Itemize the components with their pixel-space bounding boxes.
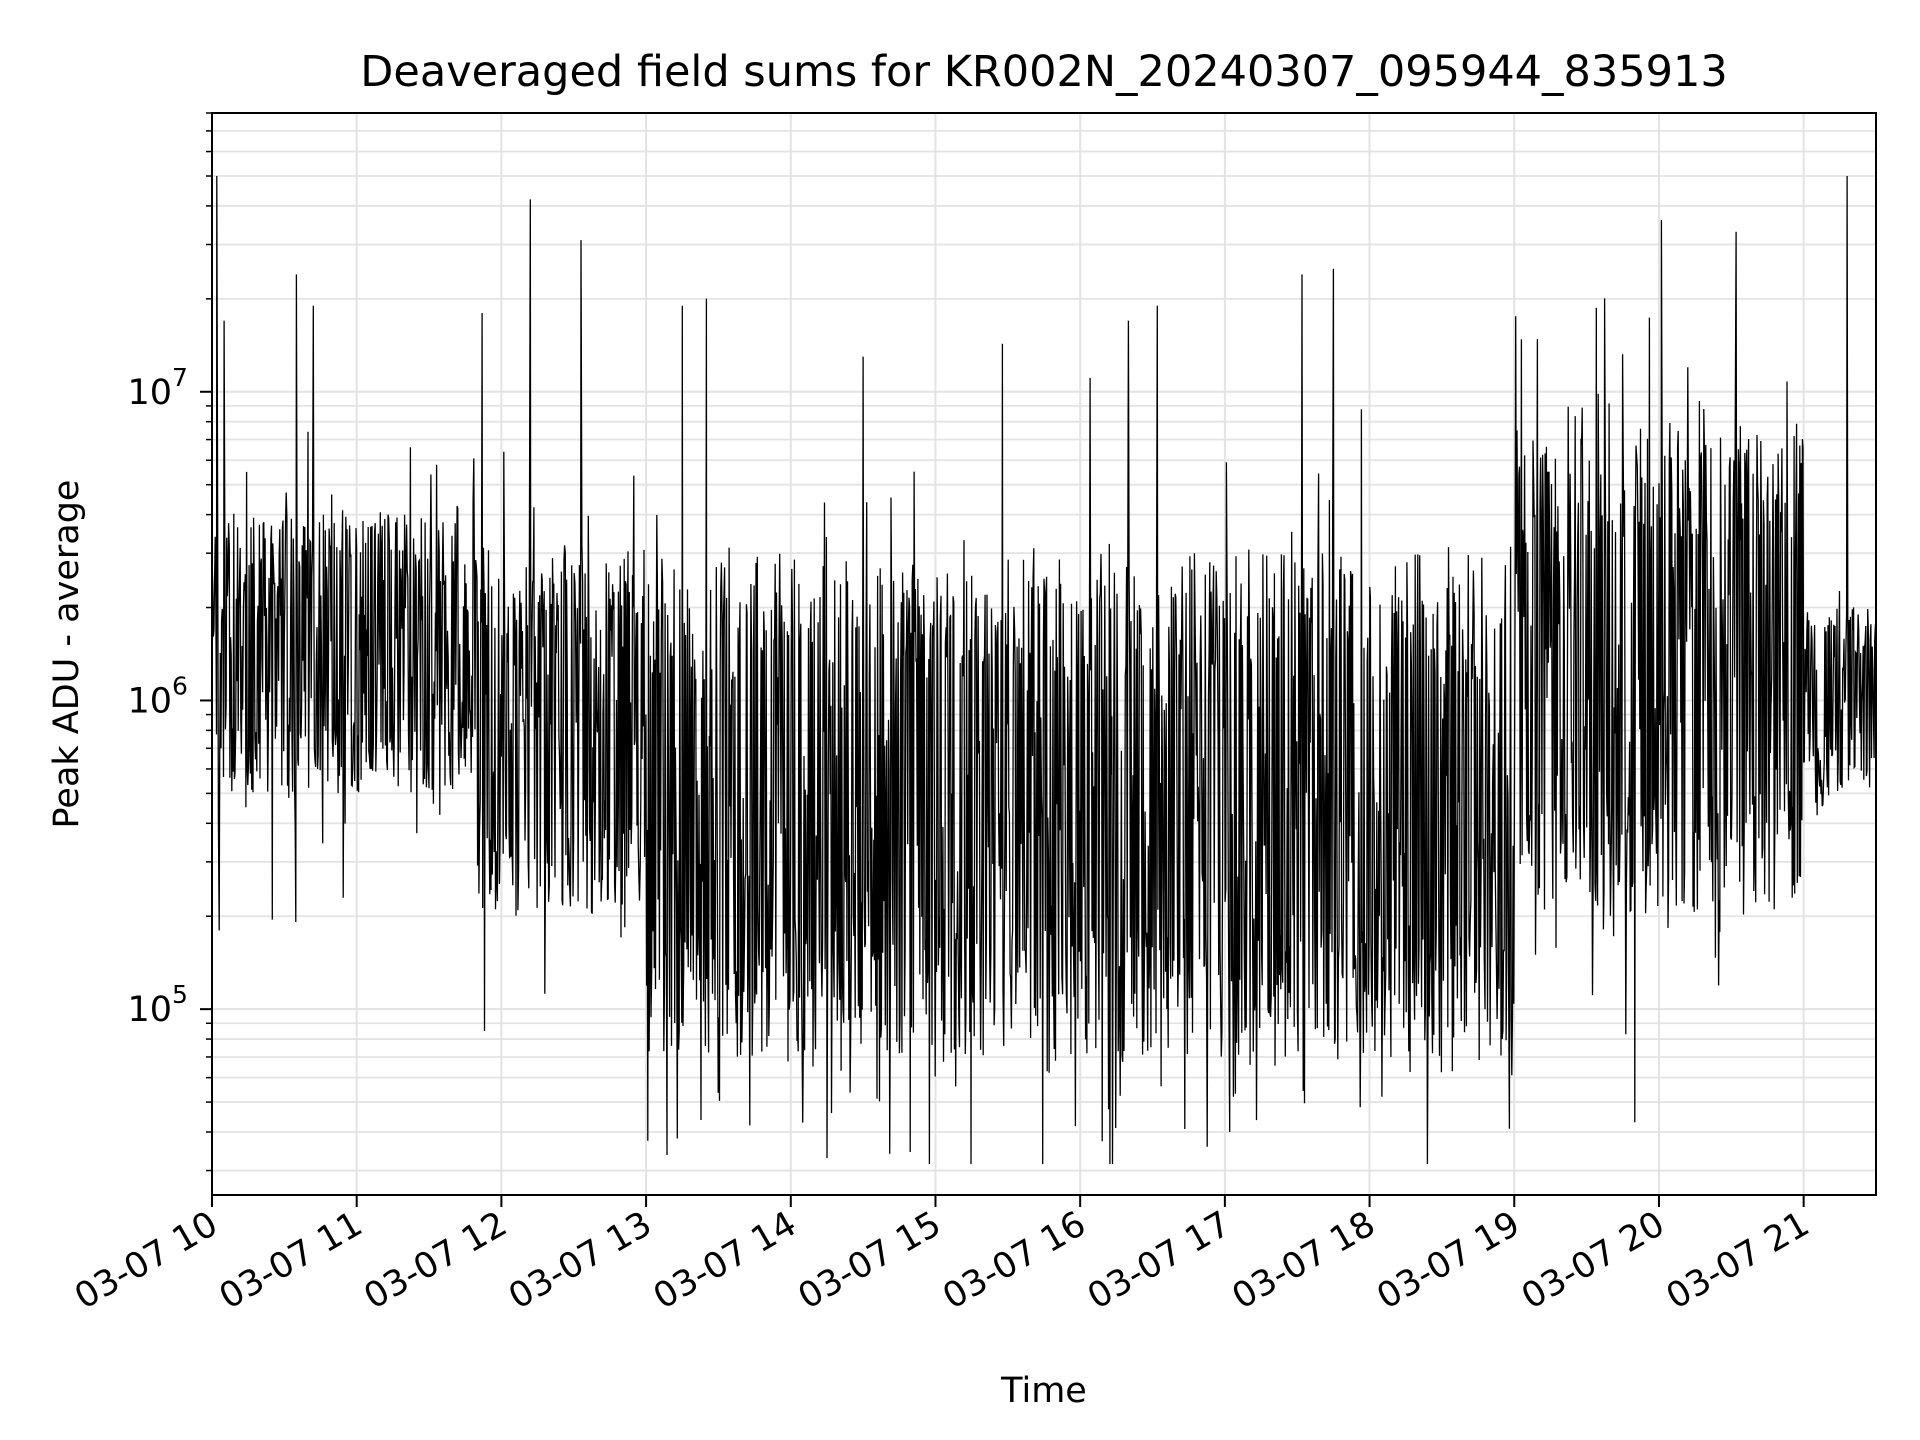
series-line	[211, 175, 1877, 1165]
plot-frame	[211, 112, 1877, 1196]
chart-title: Deaveraged field sums for KR002N_2024030…	[360, 47, 1727, 97]
y-tick-label-exponent: 7	[172, 363, 188, 392]
y-tick-label-exponent: 5	[172, 980, 188, 1009]
x-axis-label: Time	[1000, 1371, 1087, 1411]
y-tick-label: 10	[127, 373, 172, 413]
y-tick-label: 10	[127, 990, 172, 1030]
y-tick-label-exponent: 6	[172, 671, 188, 700]
y-axis-label: Peak ADU - average	[47, 480, 87, 829]
series-path	[211, 175, 1877, 1165]
y-tick-label: 10	[127, 681, 172, 721]
